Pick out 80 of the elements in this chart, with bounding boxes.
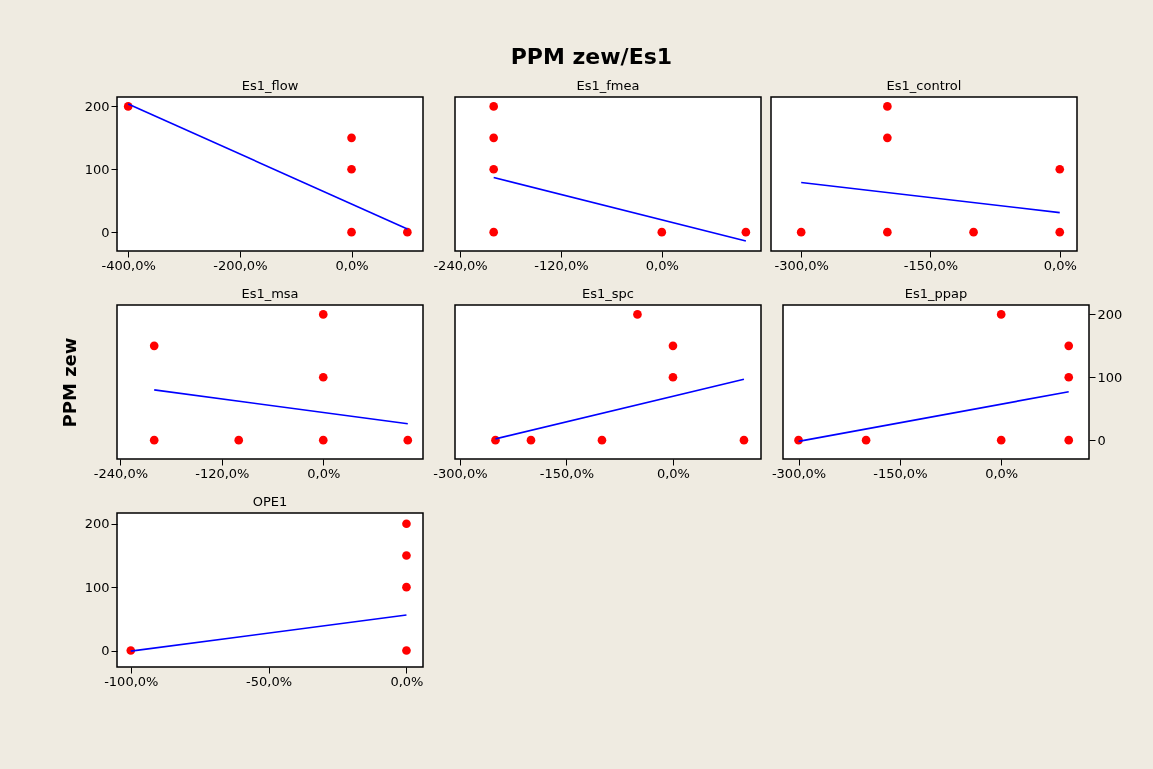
point — [996, 310, 1006, 319]
y-tick-label: 100 — [84, 161, 110, 177]
point — [491, 435, 500, 445]
point — [149, 341, 159, 351]
point — [597, 435, 607, 445]
y-tick-label: 100 — [1097, 369, 1123, 385]
point — [489, 133, 498, 143]
point — [861, 435, 871, 445]
point — [489, 227, 498, 237]
x-tick-label: 0,0% — [1043, 257, 1077, 273]
point — [796, 227, 806, 237]
text: PPM zew/Es1 — [510, 44, 673, 70]
chart-title: Es1_flow — [241, 78, 299, 93]
y-tick-label: 0 — [101, 224, 110, 240]
point — [318, 435, 328, 445]
x-tick-label: -200,0% — [213, 257, 268, 273]
point — [402, 582, 411, 592]
point — [347, 164, 356, 174]
point — [1064, 372, 1074, 382]
chart-title: OPE1 — [252, 494, 288, 509]
x-tick-label: -50,0% — [246, 673, 293, 689]
x-tick-label: -240,0% — [433, 257, 488, 273]
point — [149, 435, 159, 445]
point — [318, 372, 328, 382]
chart-title: Es1_ppap — [904, 286, 968, 301]
point — [489, 164, 498, 174]
point — [996, 435, 1006, 445]
point — [1064, 341, 1074, 351]
x-tick-label: 0,0% — [645, 257, 679, 273]
x-tick-label: -100,0% — [104, 673, 159, 689]
point — [969, 227, 978, 237]
x-tick-label: -150,0% — [903, 257, 959, 273]
point — [403, 227, 412, 237]
point — [633, 310, 642, 319]
point — [739, 435, 749, 445]
y-tick-label: 0 — [101, 643, 110, 659]
x-tick-label: -120,0% — [195, 465, 250, 481]
x-tick-label: -120,0% — [534, 257, 589, 273]
point — [347, 133, 356, 143]
x-tick-label: -400,0% — [101, 257, 156, 273]
point — [403, 435, 413, 445]
point — [668, 372, 678, 382]
x-tick-label: 0,0% — [335, 257, 369, 273]
point — [402, 646, 411, 655]
point — [883, 102, 892, 111]
point — [234, 435, 244, 445]
y-tick-label: 200 — [84, 516, 110, 532]
x-tick-label: -150,0% — [539, 465, 595, 481]
chart-title: Es1_fmea — [576, 78, 640, 93]
point — [1055, 227, 1065, 237]
point — [402, 551, 411, 560]
point — [402, 519, 411, 529]
x-tick-label: 0,0% — [985, 465, 1019, 481]
chart-title: Es1_control — [886, 78, 962, 93]
y-axis-title: PPM zew — [58, 337, 80, 428]
point — [1055, 164, 1065, 174]
y-tick-label: 200 — [1097, 306, 1123, 322]
point — [741, 227, 751, 237]
y-tick-label: 200 — [84, 98, 110, 114]
point — [657, 227, 667, 237]
point — [1064, 435, 1074, 445]
x-tick-label: 0,0% — [307, 465, 341, 481]
chart-title: Es1_msa — [241, 286, 299, 301]
y-tick-label: 0 — [1097, 432, 1106, 448]
x-tick-label: 0,0% — [656, 465, 690, 481]
x-tick-label: -300,0% — [774, 257, 829, 273]
x-tick-label: -150,0% — [873, 465, 928, 481]
point — [668, 341, 678, 351]
chart-title: Es1_spc — [582, 286, 634, 301]
x-tick-label: 0,0% — [390, 673, 424, 689]
y-tick-label: 100 — [84, 579, 110, 595]
point — [318, 310, 328, 319]
x-tick-label: -240,0% — [93, 465, 149, 481]
x-tick-label: -300,0% — [771, 465, 827, 481]
x-tick-label: -300,0% — [433, 465, 488, 481]
point — [489, 102, 498, 111]
point — [883, 227, 892, 237]
point — [883, 133, 892, 143]
point — [347, 227, 356, 237]
point — [526, 435, 536, 445]
